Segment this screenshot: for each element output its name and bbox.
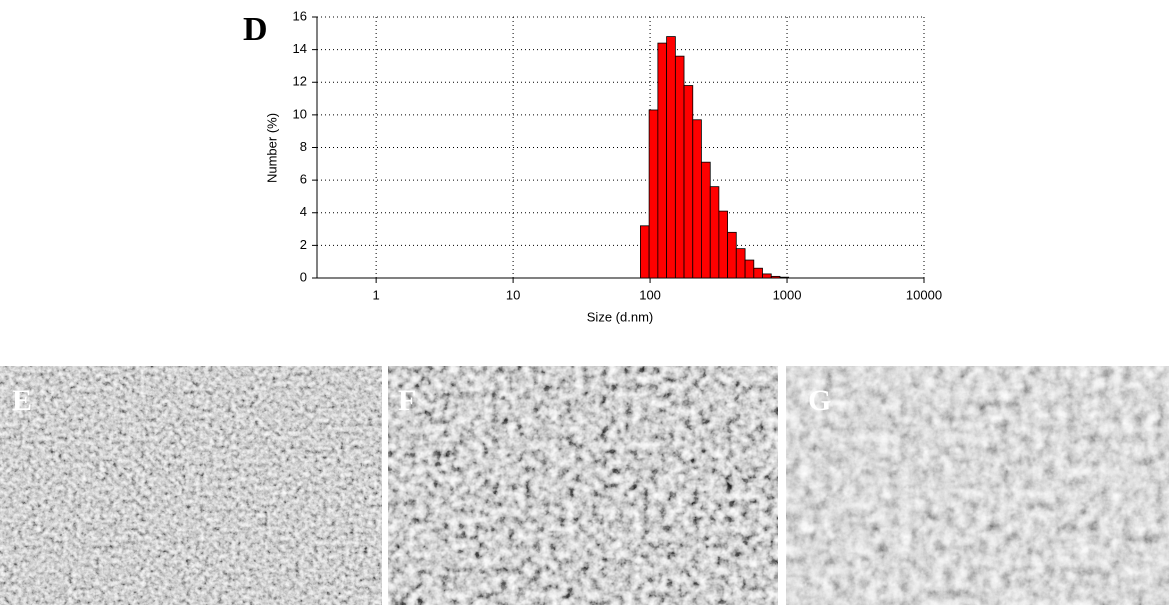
bar — [640, 225, 650, 279]
y-tick-label: 8 — [300, 139, 307, 154]
y-tick-label: 10 — [293, 106, 307, 121]
panel-label: D — [243, 11, 268, 48]
y-axis-label: Number (%) — [264, 113, 279, 183]
x-tick-label: 1000 — [773, 287, 802, 302]
y-tick-label: 2 — [300, 237, 307, 252]
image-label: E — [12, 384, 32, 417]
image-label: G — [808, 384, 831, 417]
y-tick-label: 4 — [300, 204, 307, 219]
bar — [700, 161, 711, 279]
x-tick-label: 10000 — [906, 287, 942, 302]
bar — [735, 248, 746, 279]
y-tick-label: 0 — [300, 269, 307, 284]
sem-image — [388, 366, 778, 605]
bar — [727, 231, 737, 279]
y-tick-label: 14 — [293, 41, 307, 56]
sem-image — [0, 366, 382, 605]
x-tick-label: 10 — [506, 287, 520, 302]
image-label: F — [398, 384, 416, 417]
x-axis-label: Size (d.nm) — [587, 309, 653, 324]
y-tick-label: 6 — [300, 172, 307, 187]
bar — [762, 273, 772, 279]
bar — [709, 186, 720, 279]
bar — [753, 267, 763, 279]
bar — [744, 259, 755, 279]
bar — [674, 55, 685, 279]
x-tick-label: 100 — [639, 287, 661, 302]
bar — [779, 276, 790, 279]
bar — [648, 109, 659, 279]
bar — [718, 210, 728, 279]
bar — [770, 275, 781, 279]
bar — [683, 85, 694, 279]
bar — [692, 119, 702, 279]
bar — [666, 36, 676, 279]
bar — [657, 42, 667, 279]
sem-image — [786, 366, 1169, 605]
y-tick-label: 12 — [293, 74, 307, 89]
y-tick-label: 16 — [293, 8, 307, 23]
x-tick-label: 1 — [373, 287, 380, 302]
